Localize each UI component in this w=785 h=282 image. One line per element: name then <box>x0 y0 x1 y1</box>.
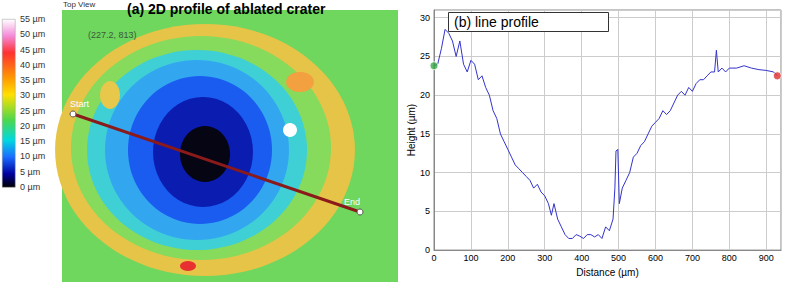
svg-text:Distance (µm): Distance (µm) <box>576 267 638 278</box>
svg-text:5 µm: 5 µm <box>20 167 40 177</box>
svg-text:35 µm: 35 µm <box>20 75 45 85</box>
svg-text:5: 5 <box>425 206 430 216</box>
svg-text:200: 200 <box>500 253 515 263</box>
svg-text:Top View: Top View <box>63 0 96 9</box>
svg-text:End: End <box>344 197 360 207</box>
svg-text:(a) 2D profile of ablated crat: (a) 2D profile of ablated crater <box>127 1 326 17</box>
svg-text:45 µm: 45 µm <box>20 45 45 55</box>
svg-text:Height (µm): Height (µm) <box>406 104 417 156</box>
svg-text:0 µm: 0 µm <box>20 182 40 192</box>
svg-text:40 µm: 40 µm <box>20 60 45 70</box>
svg-text:(b) line profile: (b) line profile <box>454 14 539 30</box>
svg-text:500: 500 <box>611 253 626 263</box>
svg-text:400: 400 <box>574 253 589 263</box>
svg-text:20: 20 <box>420 90 430 100</box>
svg-text:600: 600 <box>648 253 663 263</box>
svg-text:25 µm: 25 µm <box>20 106 45 116</box>
svg-text:30 µm: 30 µm <box>20 90 45 100</box>
svg-text:20 µm: 20 µm <box>20 121 45 131</box>
svg-text:900: 900 <box>759 253 774 263</box>
svg-text:0: 0 <box>425 245 430 255</box>
svg-text:800: 800 <box>722 253 737 263</box>
svg-text:Start: Start <box>70 99 90 109</box>
svg-text:10: 10 <box>420 168 430 178</box>
svg-text:(227.2, 813): (227.2, 813) <box>88 30 137 40</box>
svg-text:55 µm: 55 µm <box>20 14 45 24</box>
svg-text:700: 700 <box>685 253 700 263</box>
svg-text:30: 30 <box>420 13 430 23</box>
svg-text:50 µm: 50 µm <box>20 29 45 39</box>
svg-text:100: 100 <box>463 253 478 263</box>
svg-text:0: 0 <box>431 253 436 263</box>
svg-text:10 µm: 10 µm <box>20 151 45 161</box>
svg-text:15: 15 <box>420 129 430 139</box>
svg-text:15 µm: 15 µm <box>20 136 45 146</box>
svg-text:300: 300 <box>537 253 552 263</box>
svg-text:25: 25 <box>420 51 430 61</box>
